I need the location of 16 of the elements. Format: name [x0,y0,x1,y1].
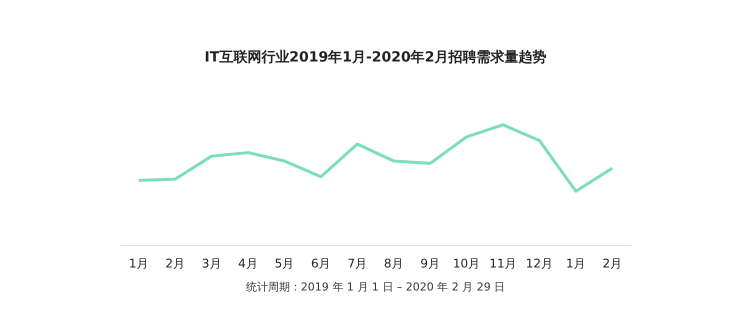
x-tick-label: 2月 [602,256,622,270]
x-tick-label: 6月 [311,256,331,270]
x-tick-label: 2月 [165,256,185,270]
x-tick-label: 5月 [274,256,294,270]
x-tick-label: 11月 [489,256,517,270]
x-tick-label: 7月 [347,256,368,270]
x-tick-label: 9月 [420,256,440,270]
x-tick-label: 1月 [128,256,149,270]
x-tick-label: 3月 [202,256,222,270]
x-tick-label: 12月 [526,256,554,270]
x-tick-label: 4月 [238,256,258,270]
x-tick-label: 10月 [452,256,480,270]
x-tick-label: 8月 [384,256,404,270]
chart-title: IT互联网行业2019年1月-2020年2月招聘需求量趋势 [204,50,546,66]
x-tick-label: 1月 [566,256,586,270]
text: 统计周期：2019 年 1 月 1 日 – 2020 年 2 月 29 日 [246,280,506,294]
